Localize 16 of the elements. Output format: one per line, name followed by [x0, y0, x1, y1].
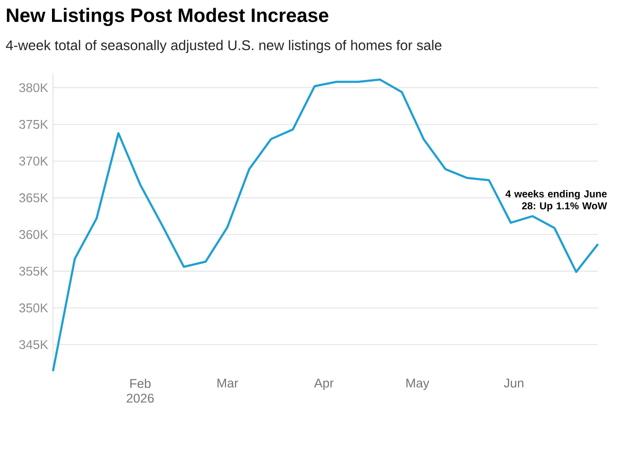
y-tick-label: 370K — [19, 156, 48, 166]
y-tick-label: 375K — [19, 120, 48, 129]
x-tick-label: Jun — [504, 378, 524, 388]
y-tick-label: 350K — [19, 303, 48, 312]
x-tick-label: Apr — [314, 378, 334, 390]
y-tick-label: 365K — [19, 193, 48, 202]
x-tick-label: Mar — [218, 378, 238, 388]
x-tick-label: May — [406, 378, 430, 390]
x-tick-label: Feb 2026 — [126, 378, 154, 403]
y-tick-label: 380K — [19, 83, 48, 92]
chart-subtitle: 4-week total of seasonally adjusted U.S. new listings of homes for sale — [6, 40, 442, 53]
y-tick-label: 360K — [19, 230, 48, 239]
annotation: 4 weeks ending June 28: Up 1.1% WoW — [506, 190, 608, 212]
y-tick-label: 345K — [19, 340, 48, 350]
chart-title: New Listings Post Modest Increase — [6, 8, 328, 26]
y-tick-label: 355K — [19, 266, 48, 276]
